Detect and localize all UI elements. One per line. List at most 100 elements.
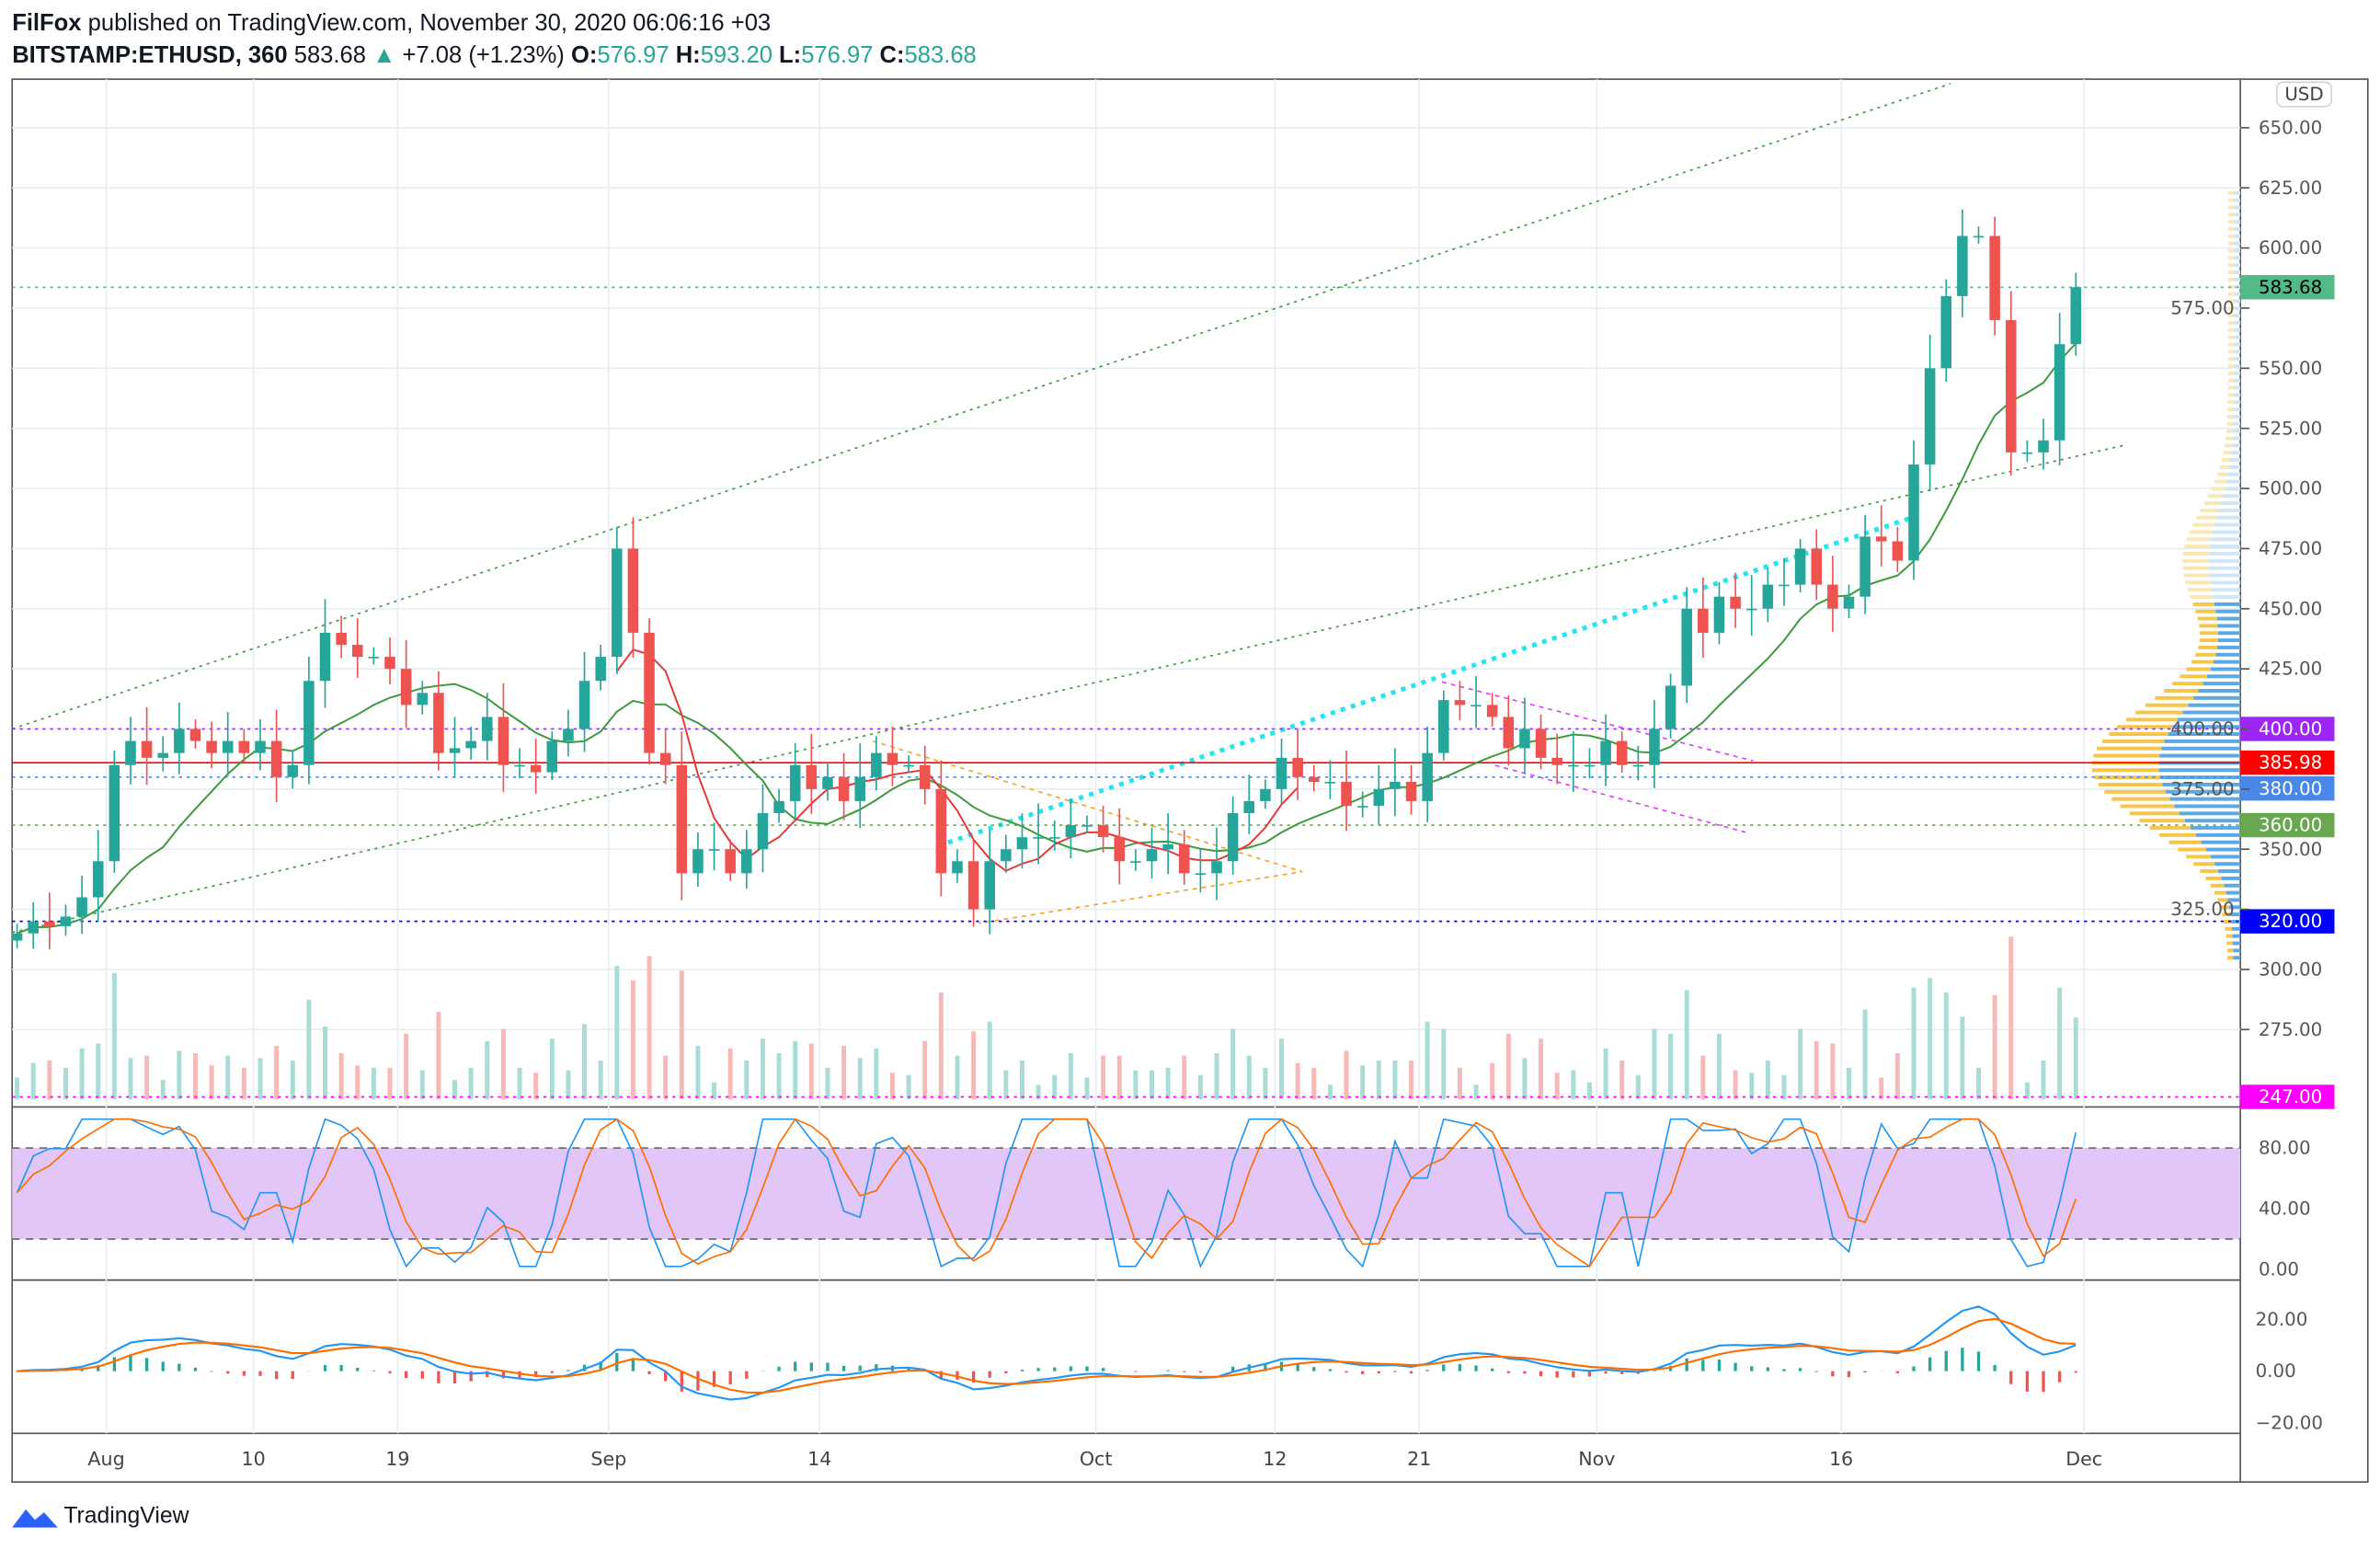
profile-bar-down — [2186, 855, 2211, 859]
macd-histogram-bar — [1847, 1371, 1851, 1378]
volume-bar — [338, 1053, 344, 1100]
volume-bar — [2057, 987, 2063, 1100]
profile-bar-up — [2227, 472, 2241, 476]
candle-body — [1178, 843, 1190, 874]
profile-bar-up — [2182, 710, 2241, 715]
volume-bar — [1230, 1028, 1236, 1100]
volume-bar — [857, 1058, 863, 1100]
macd-histogram-bar — [1701, 1360, 1705, 1371]
candle-body — [1698, 608, 1709, 633]
price-label-box — [2240, 1084, 2335, 1109]
profile-bar-down — [2197, 616, 2217, 621]
macd-histogram-bar — [2025, 1371, 2030, 1392]
candle-body — [206, 740, 217, 753]
macd-histogram-bar — [356, 1368, 360, 1371]
candle-body — [238, 740, 250, 753]
candle-body — [482, 717, 493, 741]
candle-body — [1114, 837, 1126, 862]
symbol-line: BITSTAMP:ETHUSD, 360 583.68 ▲ +7.08 (+1.… — [12, 42, 977, 68]
candle-body — [563, 729, 574, 741]
macd-histogram-bar — [1620, 1371, 1624, 1374]
profile-bar-up — [2207, 674, 2241, 679]
candle-body — [1957, 235, 1968, 296]
candle-body — [1973, 235, 1985, 238]
macd-histogram-bar — [1069, 1366, 1073, 1371]
candle-body — [11, 933, 23, 941]
profile-bar-down — [2178, 847, 2206, 852]
profile-bar-up — [2211, 588, 2241, 592]
volume-bar — [971, 1031, 977, 1100]
macd-histogram-bar — [1928, 1357, 1932, 1371]
volume-profile — [2091, 190, 2241, 960]
profile-bar-down — [2200, 869, 2219, 874]
candle-body — [595, 657, 606, 682]
volume-bar — [2024, 1082, 2030, 1100]
price-label-box — [2240, 909, 2335, 934]
profile-bar-up — [2233, 220, 2241, 224]
volume-bar — [1847, 1067, 1851, 1100]
profile-bar-down — [2155, 695, 2194, 700]
macd-histogram-bar — [1555, 1371, 1559, 1378]
profile-bar-down — [2191, 660, 2214, 664]
profile-bar-up — [2214, 522, 2241, 527]
profile-bar-up — [2233, 357, 2241, 361]
candle-body — [76, 897, 87, 917]
profile-bar-up — [2214, 602, 2241, 606]
candle-body — [2021, 452, 2033, 454]
volume-bar — [1700, 1055, 1706, 1100]
profile-bar-down — [2098, 782, 2163, 786]
profile-bar-down — [2193, 862, 2215, 866]
macd — [15, 1305, 2077, 1401]
profile-bar-up — [2221, 876, 2241, 880]
published-text: published on TradingView.com, November 3… — [88, 10, 772, 36]
time-tick-label: 19 — [385, 1448, 409, 1470]
volume-bar — [1943, 993, 1949, 1100]
profile-bar-up — [2159, 753, 2241, 758]
macd-histogram-bar — [971, 1371, 976, 1383]
profile-bar-down — [2164, 689, 2199, 693]
profile-bar-up — [2216, 645, 2241, 649]
profile-bar-up — [2233, 364, 2241, 369]
volume-bar — [209, 1065, 214, 1100]
price-tick-label: 425.00 — [2259, 659, 2322, 680]
macd-histogram-bar — [193, 1367, 198, 1371]
profile-bar-up — [2233, 956, 2241, 960]
candle-body — [1908, 464, 1919, 561]
profile-bar-down — [2227, 270, 2234, 275]
candle-body — [935, 788, 947, 874]
volume-bar — [1814, 1040, 1819, 1100]
macd-histogram-bar — [1944, 1350, 1948, 1371]
volume-bar — [889, 1073, 895, 1100]
candle-body — [659, 752, 671, 765]
currency-button[interactable]: USD — [2275, 81, 2333, 108]
profile-bar-down — [2203, 501, 2221, 506]
profile-bar-down — [2200, 631, 2218, 636]
candle-body — [1584, 764, 1596, 767]
macd-histogram-bar — [1393, 1371, 1397, 1372]
volume-bar — [1101, 1055, 1106, 1100]
volume-bar — [1522, 1058, 1528, 1100]
macd-histogram-bar — [1004, 1371, 1008, 1373]
volume-bar — [1279, 1038, 1285, 1100]
tradingview-logo[interactable]: TradingView — [12, 1504, 189, 1529]
volume-bar — [1360, 1065, 1366, 1100]
profile-bar-down — [2217, 898, 2228, 902]
macd-histogram-bar — [1474, 1365, 1478, 1371]
volume-bar — [1505, 1033, 1511, 1100]
macd-histogram-bar — [939, 1371, 943, 1379]
candle-body — [1146, 849, 1158, 862]
profile-bar-up — [2158, 768, 2241, 773]
price-tick-label: 500.00 — [2259, 478, 2322, 499]
macd-histogram-bar — [858, 1365, 862, 1371]
candle-body — [1486, 705, 1498, 717]
profile-bar-up — [2215, 609, 2241, 614]
profile-bar-down — [2226, 436, 2233, 441]
profile-bar-down — [2211, 487, 2225, 491]
volume-bar — [1894, 1053, 1900, 1100]
volume-bar — [1879, 1077, 1884, 1100]
profile-bar-down — [2198, 645, 2217, 649]
profile-bar-up — [2218, 508, 2241, 512]
macd-histogram-bar — [1134, 1371, 1138, 1372]
macd-histogram-bar — [2057, 1371, 2062, 1383]
